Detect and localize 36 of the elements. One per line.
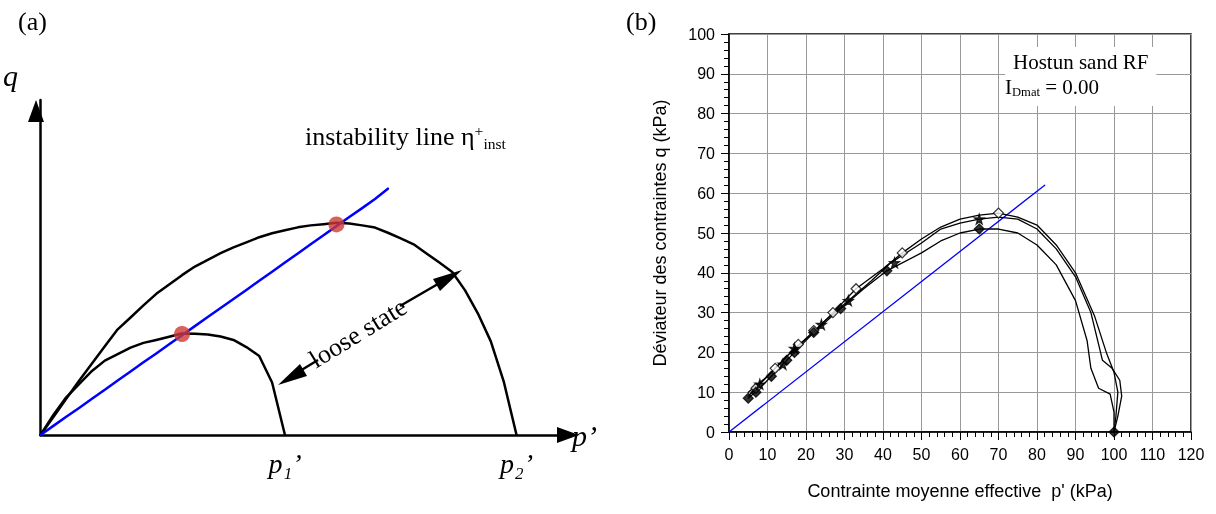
- x-tick-label: p₁’: [266, 447, 302, 479]
- y-tick-label: 100: [688, 25, 716, 43]
- text: (b): [626, 6, 657, 36]
- x-tick-label: 110: [1139, 445, 1166, 463]
- x-tick-label: 20: [797, 445, 815, 463]
- x-tick-label: 120: [1177, 445, 1205, 463]
- x-tick-label: 100: [1100, 445, 1128, 463]
- x-axis-title: Contrainte moyenne effective p' (kPa): [807, 481, 1113, 501]
- annotation: loose state: [303, 292, 413, 374]
- x-axis-title: p’: [570, 418, 598, 452]
- x-tick-label: 0: [724, 445, 734, 463]
- x-tick-label: 80: [1028, 445, 1046, 463]
- annotation: Hostun sand RF: [1013, 49, 1149, 74]
- y-tick-label: 60: [697, 184, 716, 202]
- y-tick-label: 0: [706, 423, 716, 441]
- x-tick-label: 30: [835, 445, 854, 463]
- x-tick-label: 60: [951, 445, 969, 463]
- y-axis-title: q: [3, 58, 18, 92]
- text: instability line η+inst: [305, 121, 507, 152]
- annotation: IDmat = 0.00: [1005, 74, 1100, 99]
- x-tick-label: 50: [912, 445, 931, 463]
- x-tick-label: p₂’: [498, 447, 534, 479]
- y-tick-label: 40: [697, 264, 716, 282]
- x-tick-label: 90: [1066, 445, 1085, 463]
- x-tick-label: 40: [874, 445, 892, 463]
- x-tick-label: 10: [758, 445, 777, 463]
- text: (a): [18, 6, 47, 36]
- y-axis-title: Déviateur des contraintes q (kPa): [650, 99, 670, 367]
- y-tick-label: 70: [697, 144, 716, 162]
- x-tick-label: 70: [989, 445, 1008, 463]
- y-tick-label: 30: [697, 304, 716, 322]
- y-tick-label: 90: [697, 65, 716, 83]
- y-tick-label: 10: [697, 383, 716, 401]
- y-tick-label: 50: [697, 224, 716, 242]
- y-tick-label: 80: [697, 105, 716, 123]
- y-tick-label: 20: [697, 343, 716, 361]
